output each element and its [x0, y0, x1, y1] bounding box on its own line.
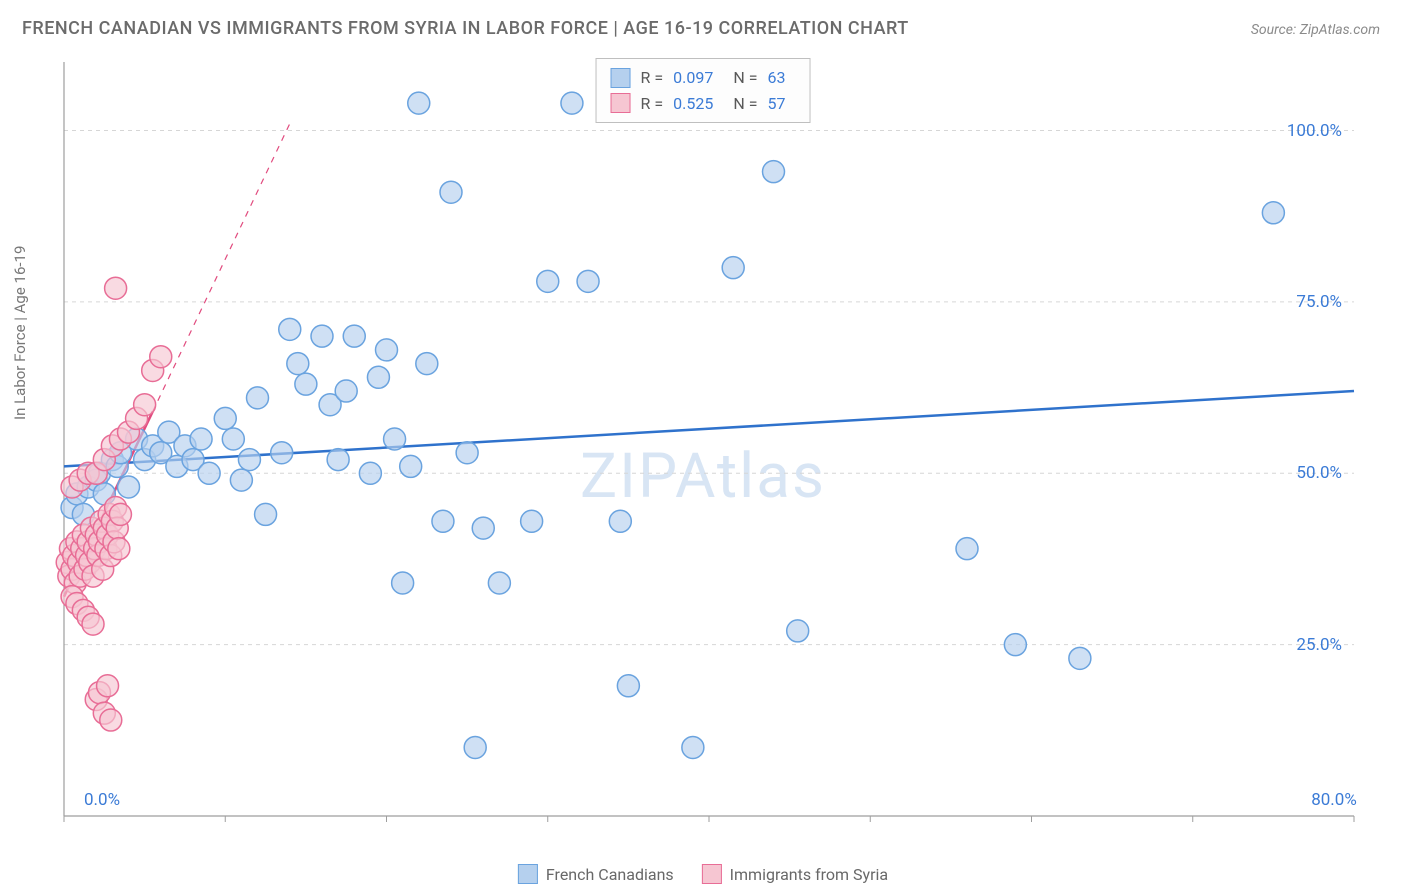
legend-n-value: 57 [767, 91, 785, 117]
y-tick-label: 75.0% [1296, 292, 1342, 312]
legend-r-value: 0.525 [673, 91, 713, 117]
y-tick-label: 25.0% [1296, 635, 1342, 655]
legend-series-item: French Canadians [518, 864, 674, 884]
x-tick-label: 80.0% [1311, 790, 1357, 810]
legend-swatch [611, 93, 631, 113]
legend-n-value: 63 [767, 65, 785, 91]
legend-n-label: N = [733, 65, 757, 91]
legend-series: French Canadians Immigrants from Syria [518, 864, 888, 884]
source-attribution: Source: ZipAtlas.com [1251, 22, 1380, 38]
legend-series-label: French Canadians [546, 865, 674, 884]
legend-swatch [702, 864, 722, 884]
legend-r-label: R = [641, 65, 664, 91]
legend-stats-row: R = 0.097 N = 63 [611, 65, 796, 91]
legend-r-label: R = [641, 91, 664, 117]
chart-container: 25.0% 50.0% 75.0% 100.0% 0.0% 80.0% [50, 54, 1370, 834]
chart-title: FRENCH CANADIAN VS IMMIGRANTS FROM SYRIA… [22, 18, 909, 39]
legend-swatch [518, 864, 538, 884]
y-tick-label: 100.0% [1287, 121, 1342, 141]
scatter-chart [50, 54, 1370, 834]
legend-swatch [611, 68, 631, 88]
y-axis-label: In Labor Force | Age 16-19 [11, 246, 29, 420]
legend-r-value: 0.097 [673, 65, 713, 91]
legend-n-label: N = [733, 91, 757, 117]
legend-series-item: Immigrants from Syria [702, 864, 888, 884]
legend-stats-row: R = 0.525 N = 57 [611, 91, 796, 117]
legend-series-label: Immigrants from Syria [730, 865, 888, 884]
legend-statistics: R = 0.097 N = 63 R = 0.525 N = 57 [596, 58, 811, 123]
y-tick-label: 50.0% [1296, 463, 1342, 483]
x-tick-label: 0.0% [84, 790, 120, 810]
